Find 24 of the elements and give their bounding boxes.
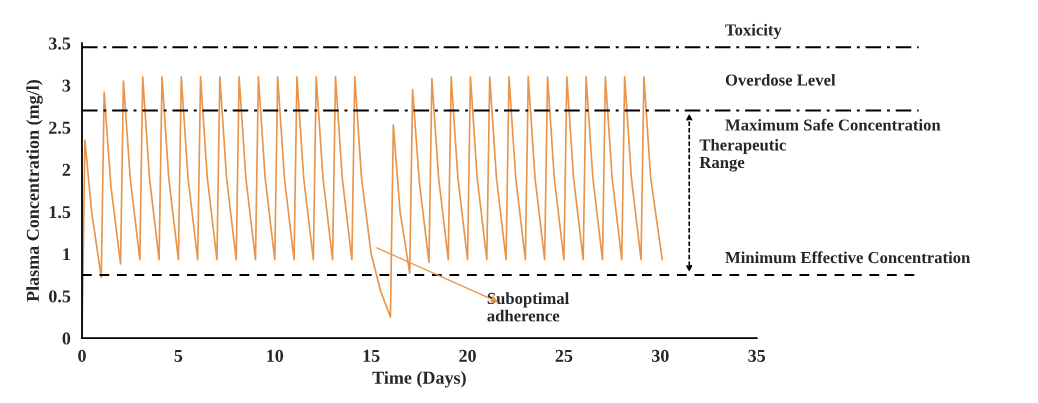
x-tick-label: 10 bbox=[267, 349, 284, 362]
y-tick-label: 0.5 bbox=[49, 290, 71, 303]
x-axis-title: Time (Days) bbox=[372, 371, 466, 388]
x-tick-label: 30 bbox=[651, 349, 669, 362]
x-tick-label: 15 bbox=[363, 349, 380, 362]
y-tick-label: 1 bbox=[63, 248, 70, 261]
y-tick-label: 3 bbox=[62, 79, 71, 92]
y-axis-title: Plasma Concentration (mg/l) bbox=[26, 80, 43, 302]
x-tick-label: 35 bbox=[748, 349, 766, 362]
y-tick-label: 0 bbox=[62, 332, 71, 345]
ref-line-label: Toxicity bbox=[725, 23, 782, 39]
x-tick-label: 5 bbox=[174, 349, 183, 362]
y-tick-label: 1.5 bbox=[49, 206, 71, 219]
x-tick-label: 25 bbox=[555, 349, 573, 362]
ref-line-label: Maximum Safe Concentration bbox=[725, 118, 941, 131]
legend-label: Minimum Effective Concentration bbox=[725, 251, 971, 264]
annotation: Therapeutic Range bbox=[699, 138, 786, 172]
annotation: Overdose Level bbox=[725, 73, 836, 86]
x-tick-label: 20 bbox=[459, 349, 476, 362]
y-tick-label: 3.5 bbox=[49, 37, 71, 50]
x-tick-label: 0 bbox=[78, 349, 86, 362]
annotation: Suboptimal adherence bbox=[487, 292, 569, 322]
y-tick-label: 2 bbox=[62, 163, 71, 176]
y-tick-label: 2.5 bbox=[49, 121, 71, 134]
